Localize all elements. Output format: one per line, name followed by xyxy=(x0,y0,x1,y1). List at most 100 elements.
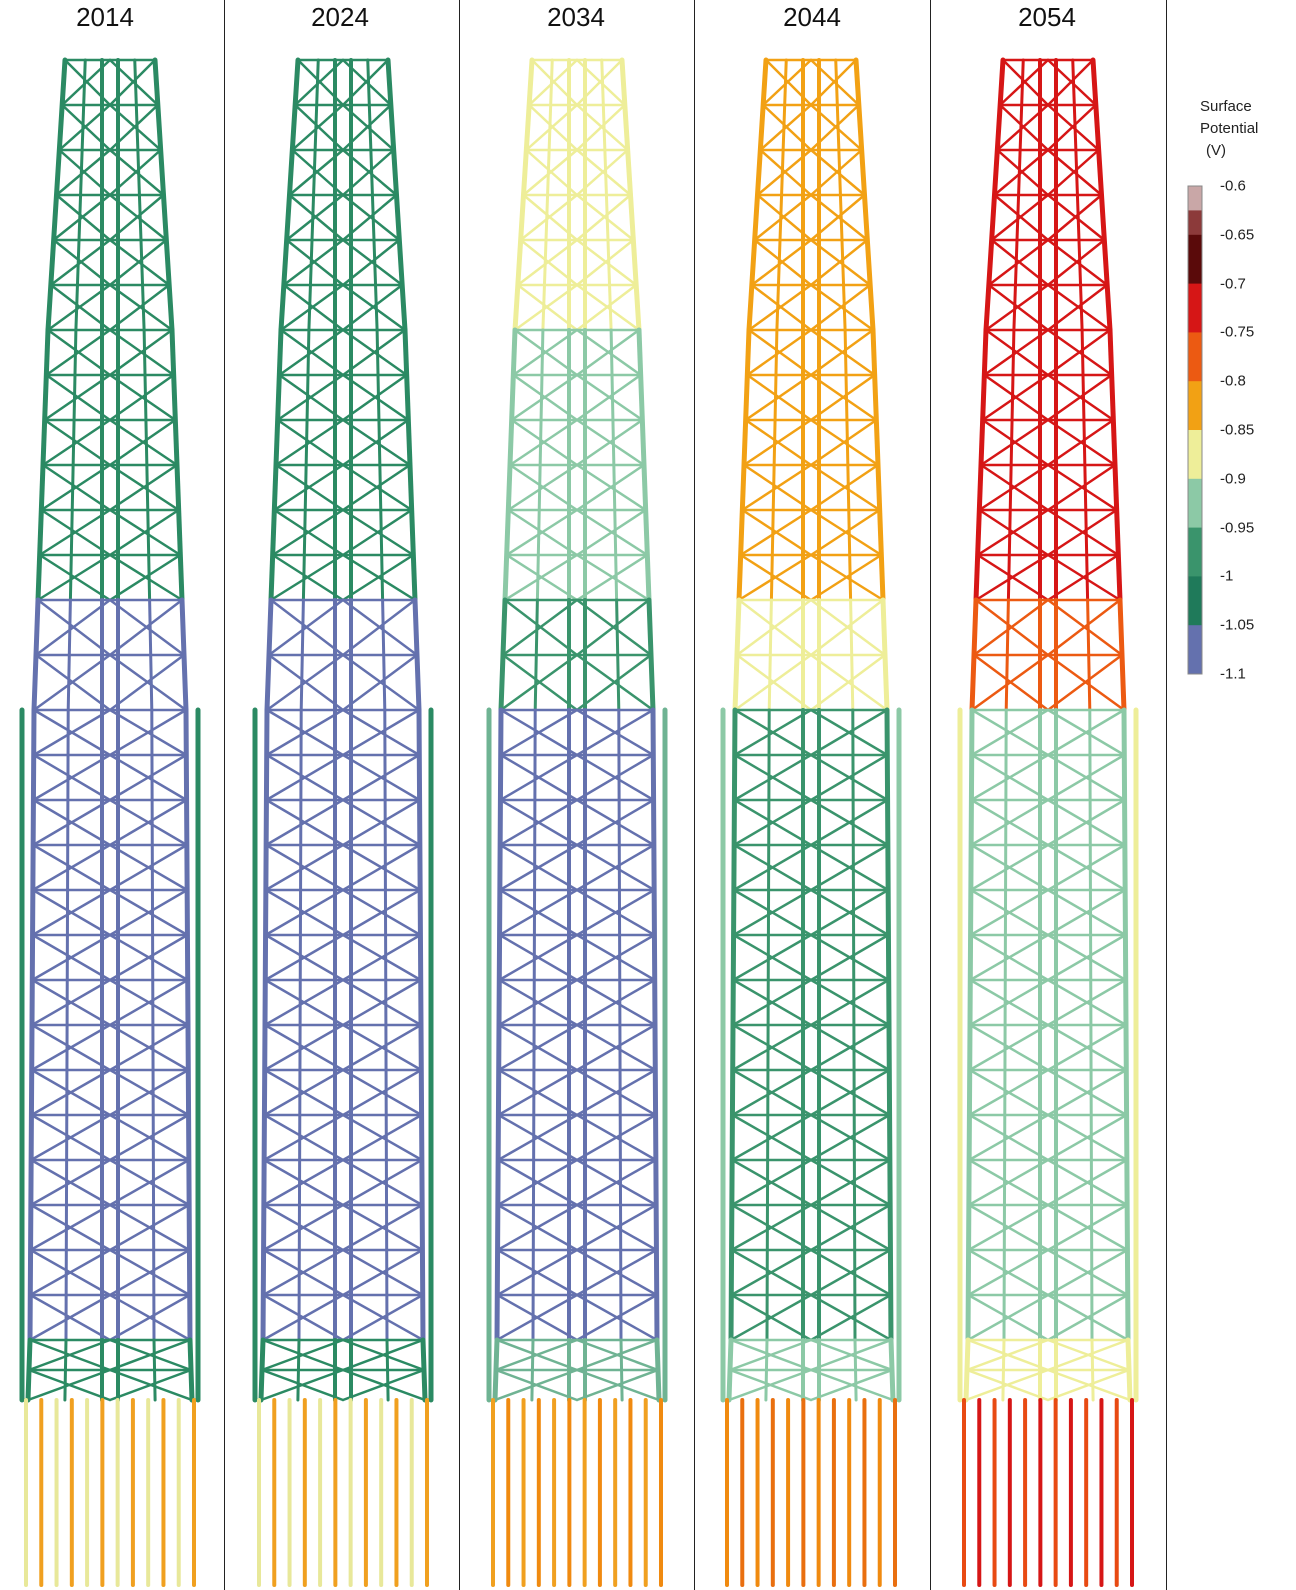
tower-x-brace xyxy=(108,1113,191,1162)
tower-x-brace xyxy=(341,843,422,892)
tower-x-brace xyxy=(731,1068,813,1117)
tower-x-brace xyxy=(756,148,813,197)
tower-x-brace xyxy=(505,508,579,557)
tower-x-brace xyxy=(970,708,1050,757)
tower-x-brace xyxy=(809,103,863,152)
tower-x-brace xyxy=(108,553,184,602)
tower-x-brace xyxy=(1046,843,1127,892)
tower-x-brace xyxy=(525,103,579,152)
tower-x-brace xyxy=(261,1293,345,1342)
tower-x-brace xyxy=(341,373,410,422)
tower-x-brace xyxy=(108,103,162,152)
tower-x-brace xyxy=(108,283,174,332)
tower-x-brace xyxy=(809,1293,893,1342)
tower-x-brace xyxy=(495,1293,579,1342)
tower-x-brace xyxy=(970,753,1050,802)
tower-x-brace xyxy=(271,508,345,557)
tower-x-brace xyxy=(1046,933,1127,982)
tower-x-brace xyxy=(1046,598,1124,657)
tower-x-brace xyxy=(575,193,635,242)
tower-x-brace xyxy=(575,463,647,512)
colorbar-segment xyxy=(1188,527,1202,577)
tower-x-brace xyxy=(1046,418,1117,467)
tower-x-brace xyxy=(108,598,186,657)
tower-x-brace xyxy=(108,1338,193,1372)
tower-x-brace xyxy=(1046,373,1115,422)
tower-x-brace xyxy=(968,978,1050,1027)
tower-x-brace xyxy=(1046,888,1127,937)
tower-x-brace xyxy=(575,508,649,557)
tower-x-brace xyxy=(744,373,813,422)
tower-x-brace xyxy=(263,978,345,1027)
panel-divider xyxy=(1166,0,1167,1590)
tower-x-brace xyxy=(264,798,345,847)
tower-x-brace xyxy=(108,193,168,242)
tower-x-brace xyxy=(575,888,656,937)
tower-x-brace xyxy=(761,58,813,107)
tower-x-brace xyxy=(108,888,189,937)
tower-x-brace xyxy=(1046,798,1127,847)
colorbar-tick-label: -0.75 xyxy=(1220,323,1255,341)
tower-x-brace xyxy=(499,753,579,802)
tower-x-brace xyxy=(513,283,579,332)
tower-x-brace xyxy=(265,653,345,712)
tower-x-brace xyxy=(30,1023,112,1072)
tower-x-brace xyxy=(264,933,345,982)
tower-x-brace xyxy=(575,798,656,847)
tower-x-brace xyxy=(1046,1068,1128,1117)
tower-x-brace xyxy=(730,1203,813,1252)
tower-x-brace xyxy=(732,933,813,982)
tower-x-brace xyxy=(737,553,813,602)
tower-x-brace xyxy=(108,798,189,847)
colorbar xyxy=(1187,185,1203,675)
tower-x-brace xyxy=(108,708,188,757)
tower-x-brace xyxy=(43,373,112,422)
tower-x-brace xyxy=(263,1023,345,1072)
tower-x-brace xyxy=(969,798,1050,847)
tower-x-brace xyxy=(282,238,345,287)
tower-x-brace xyxy=(809,463,881,512)
tower-x-brace xyxy=(341,888,422,937)
panel-title-2014: 2014 xyxy=(76,2,134,32)
tower-x-brace xyxy=(493,1368,579,1402)
tower-x-brace xyxy=(990,193,1050,242)
tower-x-brace xyxy=(735,598,813,657)
tower-x-brace xyxy=(1046,1338,1131,1372)
tower-x-brace xyxy=(809,328,876,377)
legend-title-line: (V) xyxy=(1206,142,1226,159)
tower-x-brace xyxy=(527,58,579,107)
tower-x-brace xyxy=(970,653,1050,712)
tower-x-brace xyxy=(575,598,653,657)
tower-x-brace xyxy=(996,103,1050,152)
tower-x-brace xyxy=(729,1293,813,1342)
tower-x-brace xyxy=(575,418,646,467)
tower-x-brace xyxy=(30,978,112,1027)
colorbar-segment xyxy=(1188,625,1202,675)
tower-x-brace xyxy=(273,463,345,512)
tower-x-brace xyxy=(267,598,345,657)
tower-x-brace xyxy=(809,1248,892,1297)
tower-x-brace xyxy=(809,978,891,1027)
tower-x-brace xyxy=(809,1203,892,1252)
tower-x-brace xyxy=(498,798,579,847)
tower-x-brace xyxy=(496,1203,579,1252)
tower-x-brace xyxy=(26,1368,112,1402)
tower-x-brace xyxy=(972,598,1050,657)
tower-x-brace xyxy=(1046,1113,1129,1162)
panel-title-2024: 2024 xyxy=(311,2,369,32)
tower-x-brace xyxy=(108,508,182,557)
tower-x-brace xyxy=(1046,1293,1130,1342)
tower-x-brace xyxy=(809,843,890,892)
tower-x-brace xyxy=(341,1338,426,1372)
tower-x-brace xyxy=(575,1338,660,1372)
tower-x-brace xyxy=(341,1248,424,1297)
tower-x-brace xyxy=(1046,1203,1129,1252)
colorbar-tick-label: -1.05 xyxy=(1220,616,1255,634)
tower-x-brace xyxy=(575,1023,657,1072)
tower-x-brace xyxy=(575,1293,659,1342)
tower-x-brace xyxy=(498,933,579,982)
colorbar-tick-label: -0.7 xyxy=(1220,275,1246,293)
tower-x-brace xyxy=(1046,508,1120,557)
tower-x-brace xyxy=(809,1023,891,1072)
tower-x-brace xyxy=(741,463,813,512)
